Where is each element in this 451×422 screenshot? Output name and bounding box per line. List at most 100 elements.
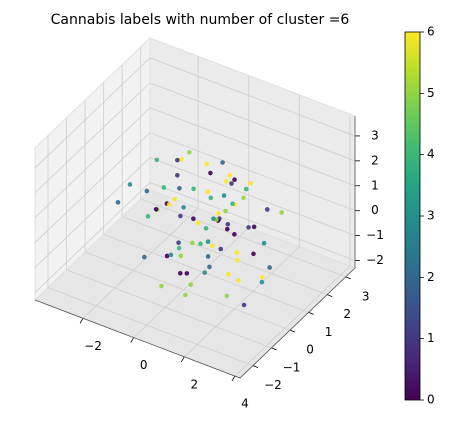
point	[261, 240, 267, 246]
point	[226, 272, 231, 277]
x-tick	[231, 375, 236, 382]
point	[175, 157, 180, 163]
point	[205, 189, 211, 195]
point	[191, 216, 196, 221]
point	[235, 257, 240, 263]
point	[232, 177, 237, 182]
grid-line	[149, 157, 356, 236]
colorbar-tick-label: 0	[427, 393, 435, 407]
point	[161, 185, 167, 190]
point	[115, 200, 121, 205]
point	[259, 279, 265, 285]
point	[144, 188, 150, 194]
x-tick	[79, 318, 84, 324]
point	[241, 302, 247, 308]
point	[179, 157, 184, 162]
grid-line	[149, 107, 356, 187]
y-tick	[327, 294, 333, 297]
point	[198, 241, 203, 247]
point	[246, 225, 251, 230]
point	[223, 208, 228, 214]
point	[142, 254, 147, 260]
point	[264, 207, 270, 212]
point	[216, 211, 221, 216]
grid-line	[149, 132, 356, 212]
point	[176, 240, 181, 245]
point	[251, 224, 257, 230]
y-tick	[271, 347, 277, 351]
point	[208, 195, 214, 201]
y-tick-label: −2	[264, 378, 282, 392]
chart-title: Cannabis labels with number of cluster =…	[51, 12, 350, 28]
grid-line	[149, 57, 356, 137]
point	[154, 157, 160, 163]
colorbar-tick-label: 3	[427, 209, 435, 223]
x-tick-label: −2	[84, 339, 102, 353]
point	[224, 226, 230, 232]
point	[241, 195, 246, 201]
y-tick	[252, 365, 259, 368]
grid-line	[66, 269, 272, 349]
y-tick-label: 1	[325, 325, 333, 339]
x-tick-label: 4	[241, 397, 249, 411]
point	[159, 283, 164, 289]
point	[175, 172, 180, 178]
y-tick-label: −1	[283, 360, 301, 374]
point	[187, 149, 192, 155]
point	[243, 186, 249, 192]
z-tick-label: 1	[371, 178, 379, 192]
point	[177, 185, 182, 191]
x-tick-label: 2	[191, 377, 199, 391]
point	[191, 186, 196, 192]
x-tick-label: 0	[140, 358, 148, 372]
point	[178, 253, 184, 259]
point	[207, 264, 212, 270]
grid-line	[82, 208, 199, 319]
grid-line	[34, 57, 151, 169]
point	[195, 220, 201, 226]
y-tick-label: 3	[362, 289, 370, 303]
point	[127, 182, 133, 187]
point	[190, 240, 195, 246]
point	[153, 207, 159, 212]
z-tick-label: 2	[371, 153, 379, 167]
point	[227, 173, 233, 178]
point	[267, 265, 272, 270]
grid-line	[122, 216, 328, 295]
point	[204, 161, 210, 167]
y-tick	[345, 276, 351, 280]
point	[202, 270, 208, 275]
point	[221, 193, 227, 198]
point	[172, 196, 178, 202]
point	[223, 179, 229, 184]
point	[211, 216, 216, 222]
point	[168, 252, 174, 258]
colorbar-tick-label: 4	[427, 147, 435, 161]
grid-line	[140, 198, 346, 278]
point	[229, 181, 234, 186]
point	[188, 282, 194, 287]
axis-line	[34, 116, 356, 379]
z-tick-label: −1	[366, 228, 384, 242]
point	[248, 180, 253, 186]
y-tick	[308, 311, 314, 315]
point	[178, 213, 183, 219]
grid-line	[34, 132, 151, 243]
grid-line	[34, 182, 151, 293]
point	[232, 232, 237, 237]
point	[251, 251, 256, 257]
point	[176, 245, 182, 251]
grid-line	[234, 265, 351, 377]
colorbar-tick-label: 1	[427, 331, 435, 345]
point	[145, 214, 151, 219]
point	[234, 250, 240, 255]
point	[181, 205, 186, 210]
grid-line	[34, 107, 151, 219]
y-tick-label: 2	[343, 307, 351, 321]
z-tick-label: 3	[371, 128, 379, 142]
point	[210, 243, 215, 248]
point	[224, 293, 230, 299]
grid-line	[47, 287, 254, 366]
x-tick	[130, 337, 135, 343]
